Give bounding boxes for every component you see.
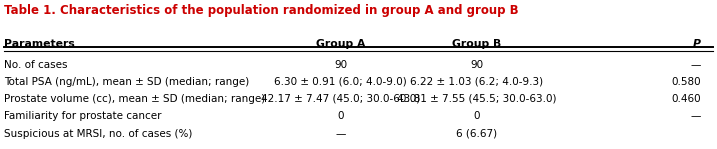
Text: Group B: Group B <box>452 39 501 49</box>
Text: 42.17 ± 7.47 (45.0; 30.0-60.0): 42.17 ± 7.47 (45.0; 30.0-60.0) <box>261 94 420 104</box>
Text: 6 (6.67): 6 (6.67) <box>456 129 498 139</box>
Text: Prostate volume (cc), mean ± SD (median; range): Prostate volume (cc), mean ± SD (median;… <box>4 94 265 104</box>
Text: 0: 0 <box>473 111 480 121</box>
Text: 43.81 ± 7.55 (45.5; 30.0-63.0): 43.81 ± 7.55 (45.5; 30.0-63.0) <box>397 94 556 104</box>
Text: 0: 0 <box>337 111 344 121</box>
Text: —: — <box>691 60 701 70</box>
Text: 6.30 ± 0.91 (6.0; 4.0-9.0): 6.30 ± 0.91 (6.0; 4.0-9.0) <box>274 77 407 87</box>
Text: Parameters: Parameters <box>4 39 75 49</box>
Text: Group A: Group A <box>316 39 365 49</box>
Text: 6.22 ± 1.03 (6.2; 4.0-9.3): 6.22 ± 1.03 (6.2; 4.0-9.3) <box>410 77 543 87</box>
Text: —: — <box>691 111 701 121</box>
Text: 0.460: 0.460 <box>672 94 701 104</box>
Text: No. of cases: No. of cases <box>4 60 67 70</box>
Text: Table 1. Characteristics of the population randomized in group A and group B: Table 1. Characteristics of the populati… <box>4 4 518 17</box>
Text: Total PSA (ng/mL), mean ± SD (median; range): Total PSA (ng/mL), mean ± SD (median; ra… <box>4 77 249 87</box>
Text: P: P <box>693 39 701 49</box>
Text: 90: 90 <box>334 60 347 70</box>
Text: Suspicious at MRSI, no. of cases (%): Suspicious at MRSI, no. of cases (%) <box>4 129 192 139</box>
Text: —: — <box>336 129 346 139</box>
Text: Familiarity for prostate cancer: Familiarity for prostate cancer <box>4 111 161 121</box>
Text: 90: 90 <box>470 60 483 70</box>
Text: 0.580: 0.580 <box>672 77 701 87</box>
